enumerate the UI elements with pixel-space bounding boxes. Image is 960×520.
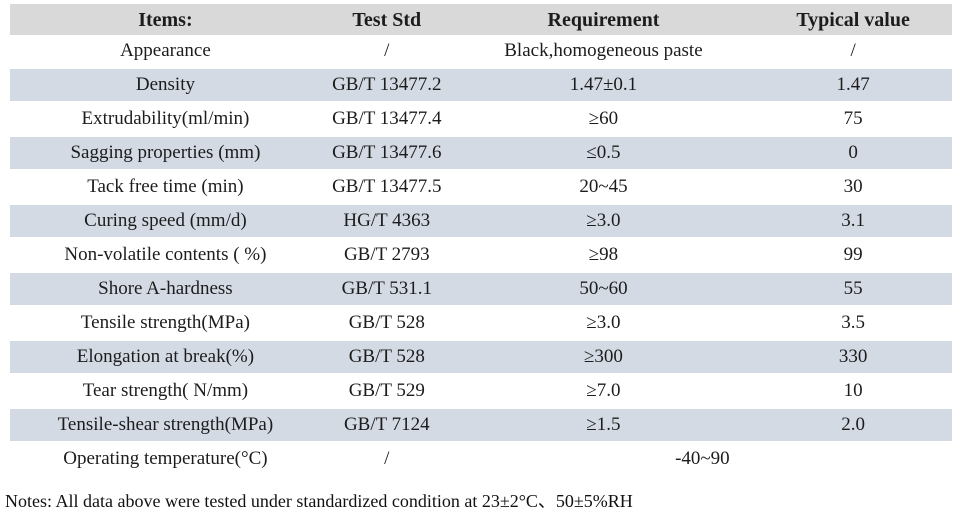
cell-item: Density	[10, 67, 321, 103]
cell-req: 20~45	[452, 170, 755, 204]
table-row: Tensile strength(MPa) GB/T 528 ≥3.0 3.5	[10, 306, 952, 340]
cell-req: ≥300	[452, 339, 755, 375]
cell-item: Sagging properties (mm)	[10, 135, 321, 171]
cell-typ: 330	[754, 339, 952, 375]
cell-req: 1.47±0.1	[452, 67, 755, 103]
cell-typ: 30	[754, 170, 952, 204]
column-header-1: Items:	[10, 4, 321, 35]
cell-item: Tear strength( N/mm)	[10, 374, 321, 408]
column-header-3: Requirement	[452, 4, 755, 35]
cell-typ: 1.47	[754, 67, 952, 103]
spec-table: Items: Test Std Requirement Typical value A…	[10, 4, 952, 475]
cell-std: GB/T 531.1	[320, 271, 453, 307]
cell-req: 50~60	[452, 271, 755, 307]
cell-item: Curing speed (mm/d)	[10, 203, 321, 239]
table-row: Density GB/T 13477.2 1.47±0.1 1.47	[10, 67, 952, 103]
table-row: Curing speed (mm/d) HG/T 4363 ≥3.0 3.1	[10, 203, 952, 239]
table-row: Tensile-shear strength(MPa) GB/T 7124 ≥1.5…	[10, 407, 952, 443]
table-row: Shore A-hardness GB/T 531.1 50~60 55	[10, 271, 952, 307]
cell-std: GB/T 529	[320, 374, 453, 408]
cell-typ: 75	[754, 102, 952, 136]
table-row: Non-volatile contents ( %) GB/T 2793 ≥98 99	[10, 238, 952, 272]
cell-req: Black,homogeneous paste	[452, 35, 755, 68]
cell-std: GB/T 13477.4	[320, 102, 453, 136]
cell-item: Extrudability(ml/min)	[10, 102, 321, 136]
cell-typ: 99	[754, 238, 952, 272]
cell-std: GB/T 7124	[320, 407, 453, 443]
cell-item: Tensile strength(MPa)	[10, 306, 321, 340]
cell-req: -40~90	[452, 442, 952, 475]
header-row: Items: Test Std Requirement Typical value	[10, 4, 952, 35]
cell-typ: 10	[754, 374, 952, 408]
table-row: Sagging properties (mm) GB/T 13477.6 ≤0.5 0	[10, 135, 952, 171]
cell-item: Tensile-shear strength(MPa)	[10, 407, 321, 443]
cell-typ: 0	[754, 135, 952, 171]
cell-std: GB/T 13477.6	[320, 135, 453, 171]
cell-std: GB/T 528	[320, 306, 453, 340]
table-row: Operating temperature(°C) / -40~90	[10, 442, 952, 475]
column-header-2: Test Std	[320, 4, 453, 35]
table-row: Tear strength( N/mm) GB/T 529 ≥7.0 10	[10, 374, 952, 408]
cell-std: /	[320, 442, 453, 475]
table-row: Elongation at break(%) GB/T 528 ≥300 330	[10, 339, 952, 375]
cell-req: ≥7.0	[452, 374, 755, 408]
cell-req: ≤0.5	[452, 135, 755, 171]
cell-req: ≥1.5	[452, 407, 755, 443]
cell-typ: 3.5	[754, 306, 952, 340]
cell-typ: /	[754, 35, 952, 68]
cell-typ: 55	[754, 271, 952, 307]
cell-req: ≥60	[452, 102, 755, 136]
cell-item: Elongation at break(%)	[10, 339, 321, 375]
cell-std: /	[320, 35, 453, 68]
cell-std: GB/T 2793	[320, 238, 453, 272]
table-row: Appearance / Black,homogeneous paste /	[10, 35, 952, 68]
table-row: Extrudability(ml/min) GB/T 13477.4 ≥60 75	[10, 102, 952, 136]
cell-std: HG/T 4363	[320, 203, 453, 239]
cell-std: GB/T 13477.5	[320, 170, 453, 204]
cell-typ: 3.1	[754, 203, 952, 239]
table-row: Tack free time (min) GB/T 13477.5 20~45 30	[10, 170, 952, 204]
table-body: Appearance / Black,homogeneous paste / Densi…	[10, 35, 952, 475]
cell-item: Appearance	[10, 35, 321, 68]
cell-typ: 2.0	[754, 407, 952, 443]
cell-item: Shore A-hardness	[10, 271, 321, 307]
notes-text: Notes: All data above were tested under …	[5, 491, 633, 511]
cell-req: ≥98	[452, 238, 755, 272]
cell-std: GB/T 528	[320, 339, 453, 375]
column-header-4: Typical value	[754, 4, 952, 35]
cell-item: Tack free time (min)	[10, 170, 321, 204]
cell-item: Non-volatile contents ( %)	[10, 238, 321, 272]
cell-req: ≥3.0	[452, 306, 755, 340]
cell-item: Operating temperature(°C)	[10, 442, 321, 475]
cell-req: ≥3.0	[452, 203, 755, 239]
cell-std: GB/T 13477.2	[320, 67, 453, 103]
